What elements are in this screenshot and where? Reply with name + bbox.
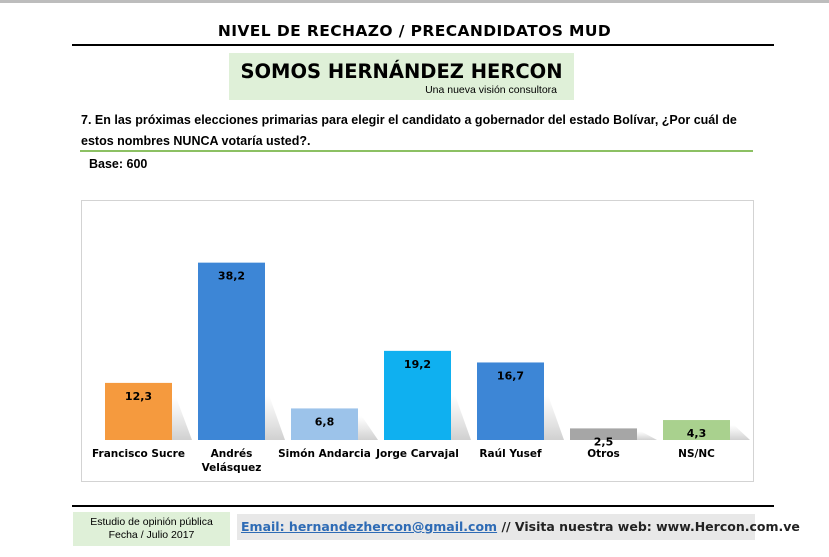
- study-info: Estudio de opinión pública Fecha / Julio…: [73, 512, 230, 546]
- bar-value-label: 38,2: [218, 270, 245, 283]
- bar-value-label: 2,5: [594, 435, 614, 448]
- category-label: Simón Andarcia: [278, 448, 371, 460]
- brand-tagline: Una nueva visión consultora: [425, 84, 557, 96]
- bar-francisco-sucre: [105, 382, 172, 440]
- bar-value-label: 19,2: [404, 358, 431, 371]
- sample-base: Base: 600: [89, 157, 148, 171]
- email-link[interactable]: Email: hernandezhercon@gmail.com: [241, 519, 498, 534]
- bar-value-label: 12,3: [125, 390, 152, 403]
- website-text: // Visita nuestra web: www.Hercon.com.ve: [497, 519, 800, 534]
- contact-bar: Email: hernandezhercon@gmail.com // Visi…: [237, 514, 800, 540]
- footer-divider: [72, 505, 774, 507]
- bar-andr-s-vel-squez: [198, 262, 265, 440]
- bar-chart: 12,3 Francisco Sucre 38,2 Andrés Velásquez 6,…: [81, 200, 754, 482]
- category-label: Otros: [587, 448, 620, 460]
- category-label: Raúl Yusef: [479, 448, 542, 460]
- category-label: Jorge Carvajal: [375, 448, 459, 460]
- question-line-2: estos nombres NUNCA votaría usted?.: [81, 134, 311, 148]
- bar-value-label: 4,3: [687, 427, 707, 440]
- bar-value-label: 16,7: [497, 369, 524, 382]
- study-date: Fecha / Julio 2017: [108, 529, 195, 541]
- brand-name: SOMOS HERNÁNDEZ HERCON: [240, 60, 563, 83]
- category-label: Velásquez: [202, 462, 262, 474]
- chart-canvas: 12,3 Francisco Sucre 38,2 Andrés Velásquez 6,…: [92, 262, 750, 474]
- top-border: [0, 0, 829, 3]
- survey-question: 7. En las próximas elecciones primarias …: [81, 110, 751, 152]
- bar-ra-l-yusef: [477, 362, 544, 440]
- category-label: Andrés: [211, 448, 253, 460]
- category-label: NS/NC: [678, 448, 715, 460]
- bar-otros: [570, 428, 637, 440]
- bar-value-label: 6,8: [315, 415, 335, 428]
- question-divider: [80, 150, 753, 152]
- study-type: Estudio de opinión pública: [90, 516, 213, 528]
- brand-banner: SOMOS HERNÁNDEZ HERCON Una nueva visión …: [229, 53, 574, 100]
- category-label: Francisco Sucre: [92, 448, 185, 460]
- question-line-1: 7. En las próximas elecciones primarias …: [81, 113, 737, 127]
- bar-sim-n-andarcia: [291, 408, 358, 440]
- bar-jorge-carvajal: [384, 350, 451, 440]
- bar-ns-nc: [663, 420, 730, 440]
- page-title: NIVEL DE RECHAZO / PRECANDIDATOS MUD: [217, 22, 612, 40]
- title-divider: [72, 44, 774, 46]
